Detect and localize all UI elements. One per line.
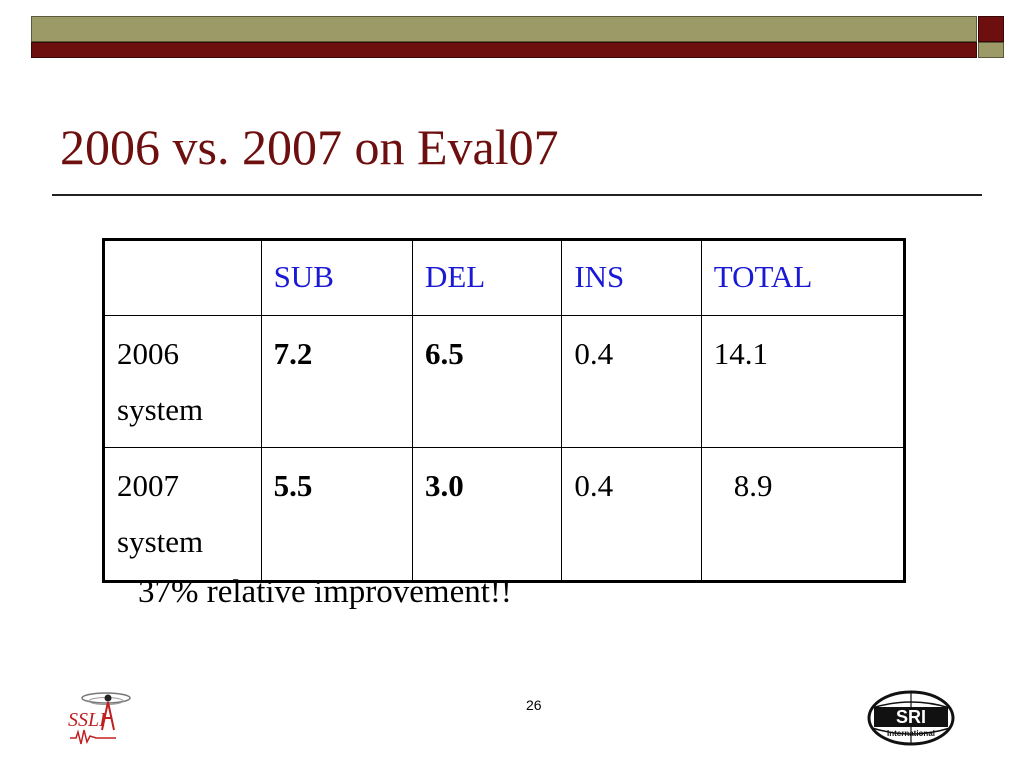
- slide-title: 2006 vs. 2007 on Eval07: [60, 119, 559, 175]
- cell-sub: 7.2: [260, 314, 413, 449]
- row-label-year: 2006: [117, 335, 179, 371]
- cell-del: 6.5: [411, 314, 563, 449]
- results-table: SUB DEL INS TOTAL 2006 system 7.2 6.5 0.…: [102, 238, 906, 583]
- cell-total: 14.1: [700, 314, 906, 449]
- table-row: 2006 system 7.2 6.5 0.4 14.1: [103, 314, 906, 449]
- sri-logo-subtext: International: [887, 729, 935, 738]
- ssli-logo-icon: SSLI: [68, 692, 131, 745]
- row-label-system: system: [117, 524, 204, 560]
- header-cell-total: TOTAL: [700, 239, 906, 316]
- row-label-system: system: [117, 391, 204, 427]
- page-number: 26: [526, 697, 542, 713]
- improvement-note: 37% relative improvement!!: [138, 574, 512, 610]
- row-label-year: 2007: [117, 468, 179, 504]
- table-row: 2007 system 5.5 3.0 0.4 8.9: [103, 447, 906, 582]
- sri-logo-icon: SRI International: [867, 690, 955, 746]
- title-underline: [52, 194, 982, 196]
- row-label-cell: 2006 system: [103, 314, 262, 449]
- ssli-logo-text: SSLI: [68, 709, 107, 731]
- corner-square-maroon: [978, 16, 1004, 42]
- header-cell-sub: SUB: [260, 239, 413, 316]
- row-label-cell: 2007 system: [103, 447, 262, 582]
- cell-total: 8.9: [700, 447, 906, 582]
- sri-logo-text: SRI: [896, 707, 926, 727]
- top-bar-olive: [31, 16, 977, 42]
- cell-del: 3.0: [411, 447, 563, 582]
- table-header-row: SUB DEL INS TOTAL: [103, 239, 906, 316]
- header-cell-del: DEL: [411, 239, 563, 316]
- corner-square-olive: [978, 42, 1004, 58]
- cell-sub: 5.5: [260, 447, 413, 582]
- header-cell-ins: INS: [561, 239, 702, 316]
- cell-ins: 0.4: [561, 314, 702, 449]
- header-cell-empty: [103, 239, 262, 316]
- cell-ins: 0.4: [561, 447, 702, 582]
- top-bar-maroon: [31, 42, 977, 58]
